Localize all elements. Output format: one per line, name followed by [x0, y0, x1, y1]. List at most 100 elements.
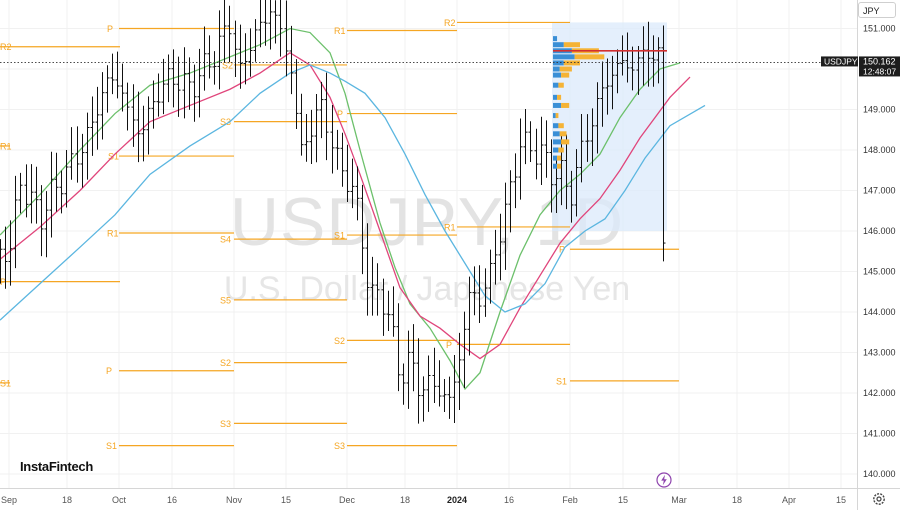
- volume-profile-box: [552, 22, 667, 231]
- price-tick-label: 149.000: [863, 105, 896, 115]
- pivot-label: S4: [220, 235, 231, 245]
- symbol-tag-label: USDJPY: [824, 56, 858, 66]
- watermark-subtitle: U.S. Dollar / Japanese Yen: [224, 270, 630, 308]
- price-tick-label: 146.000: [863, 226, 896, 236]
- lightning-icon[interactable]: [656, 472, 672, 488]
- pivot-label: S2: [220, 358, 231, 368]
- pivot-label: R1: [334, 26, 346, 36]
- volume-profile-sell-bar: [559, 66, 572, 72]
- pivot-label: R2: [444, 18, 456, 28]
- price-tick-label: 142.000: [863, 388, 896, 398]
- time-tick-label: 18: [62, 495, 72, 505]
- volume-profile-buy-bar: [553, 42, 564, 48]
- volume-profile-sell-bar: [561, 72, 570, 78]
- price-axis: 151.000150.000149.000148.000147.000146.0…: [863, 24, 896, 480]
- time-tick-label: Mar: [671, 495, 687, 505]
- brand-logo: InstaFintech: [20, 459, 93, 474]
- time-tick-label: Oct: [112, 495, 127, 505]
- time-tick-label: 15: [618, 495, 628, 505]
- time-tick-label: Sep: [1, 495, 17, 505]
- price-tick-label: 143.000: [863, 348, 896, 358]
- volume-profile-buy-bar: [553, 163, 558, 169]
- price-tick-label: 144.000: [863, 307, 896, 317]
- volume-profile-sell-bar: [557, 94, 562, 100]
- price-tick-label: 151.000: [863, 24, 896, 34]
- time-tick-label: 16: [167, 495, 177, 505]
- pivot-label: P: [337, 109, 343, 119]
- pivot-label: S2: [222, 60, 233, 70]
- volume-profile-sell-bar: [558, 82, 564, 88]
- volume-profile-buy-bar: [553, 82, 559, 88]
- pivot-label: S3: [334, 441, 345, 451]
- price-tick-label: 140.000: [863, 469, 896, 479]
- volume-profile-buy-bar: [553, 123, 559, 129]
- volume-profile: [553, 36, 667, 169]
- price-tick-label: 148.000: [863, 145, 896, 155]
- time-tick-label: Feb: [562, 495, 578, 505]
- pivot-label: S5: [220, 295, 231, 305]
- volume-profile-sell-bar: [561, 102, 570, 108]
- volume-profile-buy-bar: [553, 155, 558, 161]
- time-tick-label: 18: [732, 495, 742, 505]
- volume-profile-buy-bar: [553, 94, 558, 100]
- volume-profile-sell-bar: [557, 163, 562, 169]
- ma-blue-line: [0, 64, 706, 321]
- symbol-tag-bg: [821, 56, 858, 67]
- pivot-label: P: [559, 245, 565, 255]
- pivot-label: R1: [0, 141, 12, 151]
- time-tick-label: 16: [504, 495, 514, 505]
- time-axis: Sep 18 Oct 16 Nov 15 Dec 18 2024 16 Feb 15 Mar 18 Apr 1…: [1, 495, 846, 505]
- volume-profile-buy-bar: [553, 54, 575, 60]
- volume-profile-buy-bar: [553, 102, 562, 108]
- currency-label: JPY: [863, 6, 880, 16]
- pivot-label: S3: [220, 117, 231, 127]
- time-tick-label: 15: [281, 495, 291, 505]
- time-tick-label: Dec: [339, 495, 356, 505]
- time-tick-label: 15: [836, 495, 846, 505]
- pivot-label: S1: [334, 231, 345, 241]
- volume-profile-sell-bar: [563, 42, 580, 48]
- time-tick-label: Apr: [782, 495, 796, 505]
- volume-profile-buy-bar: [553, 147, 559, 153]
- price-tick-label: 147.000: [863, 186, 896, 196]
- last-price-label: 150.162: [863, 56, 896, 66]
- pivot-label: S1: [556, 376, 567, 386]
- volume-profile-buy-bar: [553, 36, 558, 42]
- ma-pink-line: [0, 52, 691, 360]
- pivot-label: S1: [108, 152, 119, 162]
- volume-profile-sell-bar: [561, 139, 570, 145]
- volume-profile-sell-bar: [559, 131, 567, 137]
- volume-profile-buy-bar: [553, 131, 560, 137]
- volume-profile-sell-bar: [557, 155, 562, 161]
- price-tag-bg: [859, 56, 900, 77]
- pivot-label: S3: [220, 419, 231, 429]
- volume-profile-sell-bar: [555, 113, 559, 119]
- volume-profile-buy-bar: [553, 139, 562, 145]
- time-tick-label: 18: [400, 495, 410, 505]
- ohlc-bars: [0, 0, 666, 424]
- pivot-label: S2: [334, 336, 345, 346]
- pivot-label: R1: [107, 229, 119, 239]
- time-tick-label: 2024: [447, 495, 467, 505]
- pivot-label: P: [107, 24, 113, 34]
- pivot-label: R1: [444, 222, 456, 232]
- currency-selector[interactable]: JPY: [858, 2, 896, 18]
- volume-profile-sell-bar: [574, 54, 605, 60]
- pivot-label: P: [0, 277, 6, 287]
- volume-profile-buy-bar: [553, 113, 556, 119]
- price-tick-label: 141.000: [863, 429, 896, 439]
- volume-profile-sell-bar: [558, 147, 564, 153]
- countdown-label: 12:48:07: [863, 66, 896, 76]
- pivot-label: S1: [0, 378, 11, 388]
- ma-green-line: [0, 27, 681, 391]
- time-tick-label: Nov: [226, 495, 243, 505]
- pivot-label: S1: [106, 441, 117, 451]
- pivot-label: P: [446, 340, 452, 350]
- pivot-label: P: [106, 366, 112, 376]
- gear-icon[interactable]: [872, 492, 886, 506]
- volume-profile-buy-bar: [553, 72, 562, 78]
- pivot-label: R2: [0, 42, 12, 52]
